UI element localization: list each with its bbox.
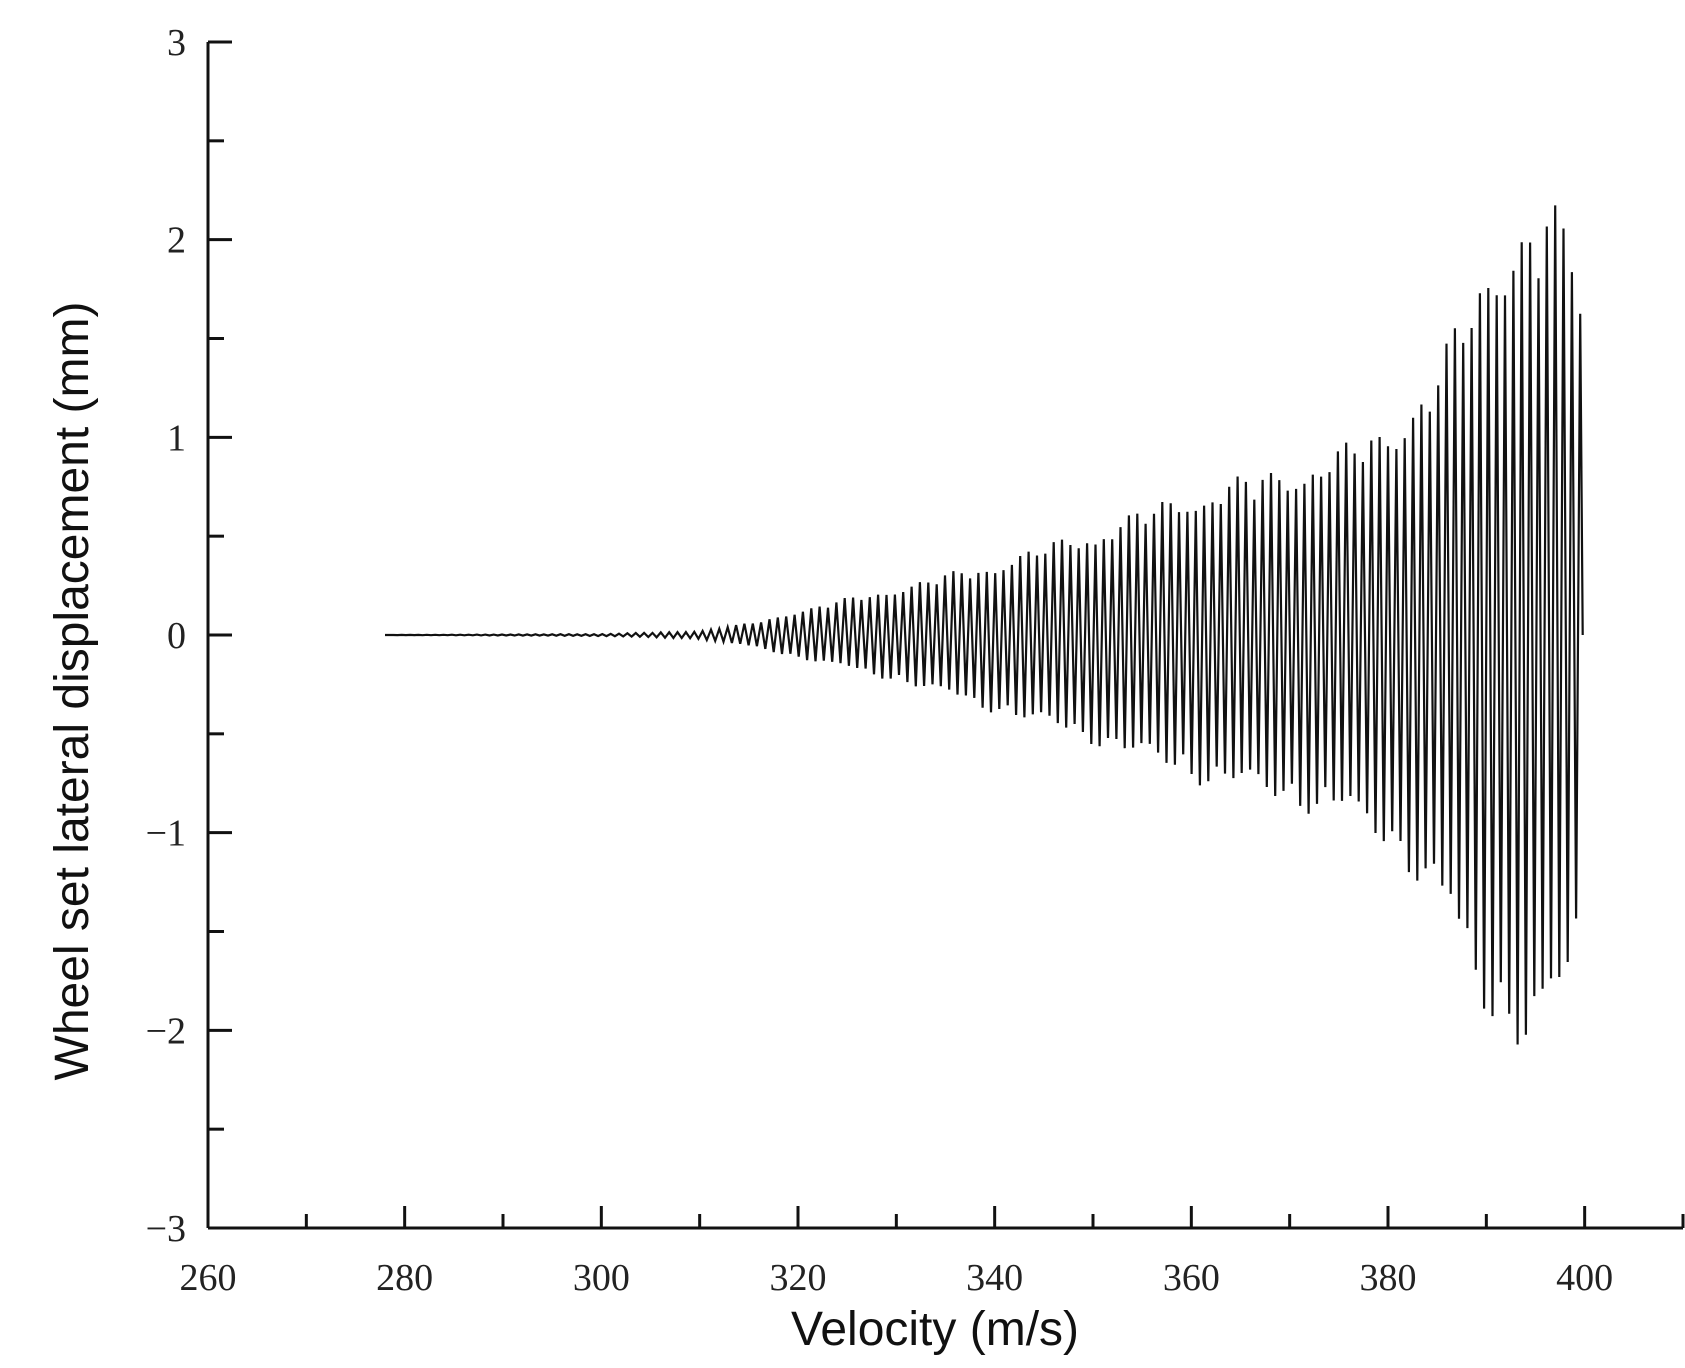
y-tick-label: −1 [146, 813, 186, 855]
y-tick-label: −2 [146, 1010, 186, 1052]
x-tick-label: 280 [376, 1257, 433, 1299]
x-axis-title: Velocity (m/s) [791, 1303, 1079, 1356]
x-tick-label: 320 [770, 1257, 827, 1299]
x-tick-label: 380 [1360, 1257, 1417, 1299]
x-tick-label: 300 [573, 1257, 630, 1299]
x-tick-label: 360 [1163, 1257, 1220, 1299]
y-tick-label: 3 [167, 22, 186, 64]
y-axis-title: Wheel set lateral displacement (mm) [46, 302, 99, 1081]
x-tick-label: 260 [180, 1257, 237, 1299]
y-tick-label: 1 [167, 417, 186, 459]
x-tick-label: 340 [966, 1257, 1023, 1299]
y-tick-label: −3 [146, 1208, 186, 1250]
series-line-0 [385, 205, 1584, 1045]
y-tick-label: 2 [167, 220, 186, 262]
y-axis: 3 2 1 0 −1 −2 −3 [146, 22, 232, 1250]
x-axis: 260 280 300 320 340 360 380 400 [180, 1206, 1685, 1299]
data-series [385, 205, 1584, 1045]
x-tick-label: 400 [1556, 1257, 1613, 1299]
y-tick-label: 0 [167, 615, 186, 657]
